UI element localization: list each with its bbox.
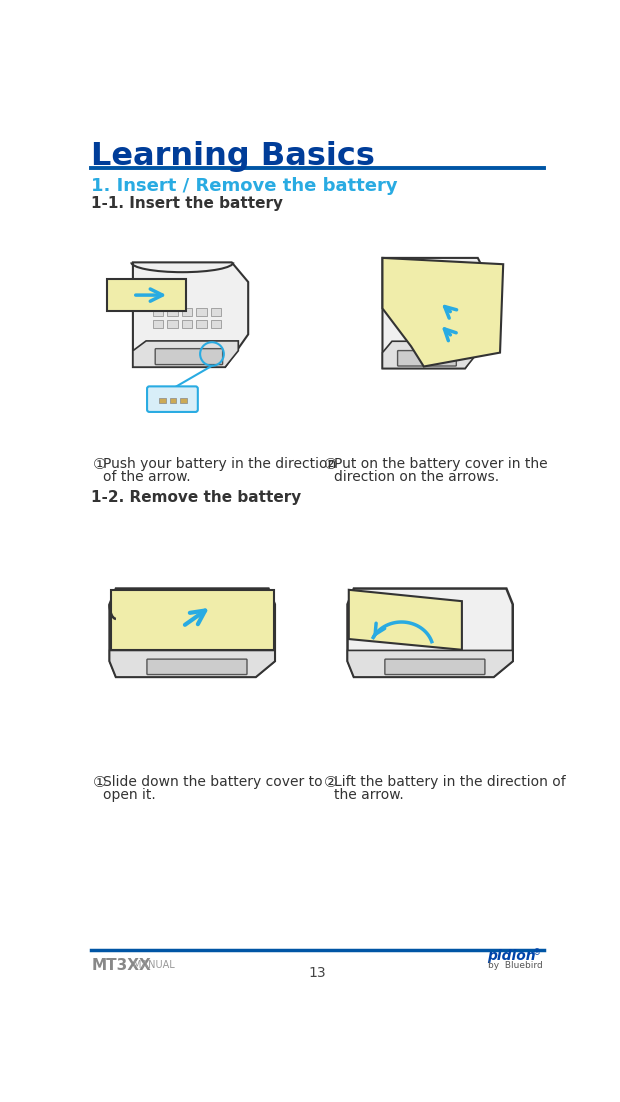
Bar <box>430 327 439 334</box>
Text: by  Bluebird: by Bluebird <box>488 961 542 970</box>
FancyBboxPatch shape <box>147 659 247 674</box>
FancyBboxPatch shape <box>385 659 485 674</box>
Text: ②: ② <box>324 457 337 472</box>
Text: Lift the battery in the direction of: Lift the battery in the direction of <box>334 775 566 789</box>
Polygon shape <box>349 590 462 650</box>
Bar <box>159 398 166 403</box>
Text: Push your battery in the direction: Push your battery in the direction <box>103 457 336 472</box>
Polygon shape <box>107 279 185 312</box>
Bar <box>167 320 178 327</box>
Polygon shape <box>383 342 478 368</box>
Bar <box>167 309 178 316</box>
Text: MT3XX: MT3XX <box>92 958 151 973</box>
Bar <box>405 327 414 334</box>
Text: 1. Insert / Remove the battery: 1. Insert / Remove the battery <box>92 177 398 195</box>
Text: MANUAL: MANUAL <box>133 960 175 971</box>
FancyBboxPatch shape <box>147 387 198 412</box>
FancyBboxPatch shape <box>155 348 223 365</box>
Text: Learning Basics: Learning Basics <box>92 141 375 172</box>
Polygon shape <box>347 588 513 677</box>
Bar <box>443 327 452 334</box>
Bar <box>153 309 163 316</box>
Text: 1-2. Remove the battery: 1-2. Remove the battery <box>92 490 302 506</box>
Bar <box>196 320 206 327</box>
Text: ①: ① <box>93 775 107 790</box>
FancyBboxPatch shape <box>397 350 456 366</box>
Polygon shape <box>347 650 513 677</box>
Polygon shape <box>111 590 273 650</box>
Polygon shape <box>133 262 248 367</box>
Bar <box>211 320 221 327</box>
Bar <box>211 309 221 316</box>
Bar <box>180 398 187 403</box>
Text: 1-1. Insert the battery: 1-1. Insert the battery <box>92 196 283 212</box>
Text: of the arrow.: of the arrow. <box>103 471 191 484</box>
Polygon shape <box>383 258 487 368</box>
Bar <box>153 320 163 327</box>
Polygon shape <box>110 650 275 677</box>
Bar <box>182 309 192 316</box>
Bar <box>182 320 192 327</box>
Text: ①: ① <box>93 457 107 472</box>
Text: the arrow.: the arrow. <box>334 788 404 802</box>
Polygon shape <box>110 588 275 677</box>
Text: Slide down the battery cover to: Slide down the battery cover to <box>103 775 322 789</box>
Text: ®: ® <box>533 948 541 957</box>
Text: direction on the arrows.: direction on the arrows. <box>334 471 499 484</box>
Bar <box>417 327 427 334</box>
Polygon shape <box>383 258 503 367</box>
Text: ②: ② <box>324 775 337 790</box>
Text: 13: 13 <box>309 966 327 980</box>
Text: pidion: pidion <box>487 949 536 963</box>
Bar <box>170 398 177 403</box>
Polygon shape <box>133 341 238 367</box>
Text: Put on the battery cover in the: Put on the battery cover in the <box>334 457 547 472</box>
Text: open it.: open it. <box>103 788 156 802</box>
Bar <box>196 309 206 316</box>
